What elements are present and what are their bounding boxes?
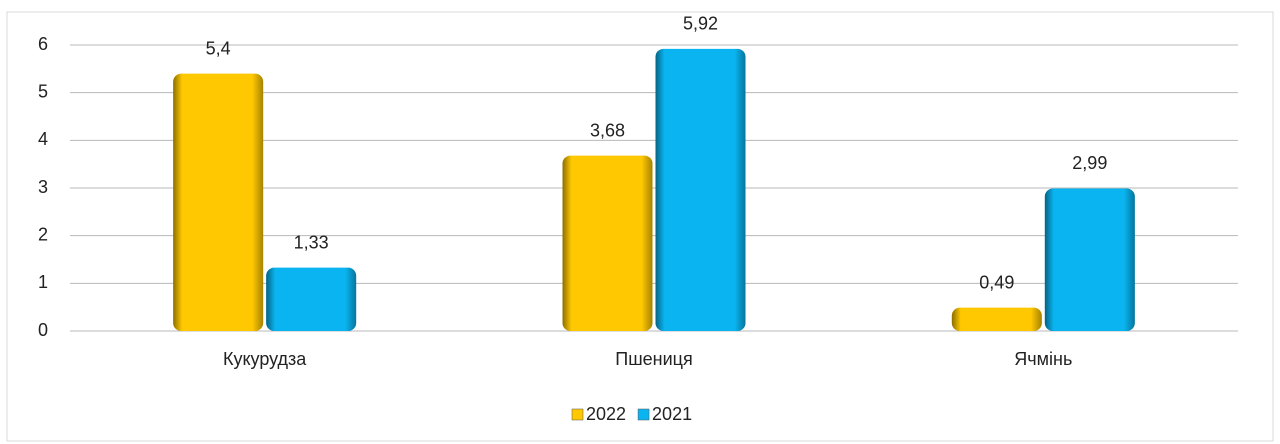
bar-shade	[1044, 188, 1135, 331]
legend-swatch	[637, 408, 650, 421]
y-tick-label: 2	[38, 224, 48, 244]
y-tick-label: 6	[38, 34, 48, 54]
legend-swatch	[571, 408, 584, 421]
y-tick-label: 0	[38, 320, 48, 340]
data-label: 5,92	[683, 14, 718, 34]
data-label: 0,49	[979, 272, 1014, 292]
x-tick-label: Ячмінь	[1014, 349, 1072, 369]
x-tick-label: Пшениця	[615, 349, 692, 369]
bar-shade	[562, 155, 653, 331]
y-tick-label: 4	[38, 129, 48, 149]
legend-label: 2022	[586, 404, 626, 424]
bar-shade	[951, 307, 1042, 331]
data-label: 3,68	[590, 120, 625, 140]
y-tick-label: 5	[38, 81, 48, 101]
bar-shade	[173, 73, 264, 331]
y-tick-label: 1	[38, 272, 48, 292]
bar-shade	[655, 48, 746, 332]
data-label: 5,4	[206, 38, 231, 58]
data-label: 1,33	[294, 232, 329, 252]
bar-shade	[266, 267, 357, 331]
data-label: 2,99	[1072, 153, 1107, 173]
legend-label: 2021	[652, 404, 692, 424]
y-tick-label: 3	[38, 177, 48, 197]
x-tick-label: Кукурудза	[223, 349, 307, 369]
